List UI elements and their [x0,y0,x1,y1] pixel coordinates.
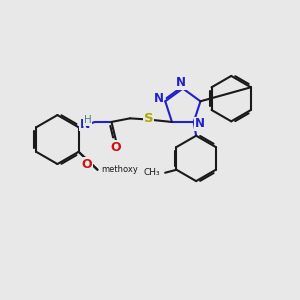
Text: N: N [176,76,186,89]
Text: O: O [82,158,92,171]
Text: methoxy: methoxy [102,169,108,170]
Text: N: N [154,92,164,105]
Text: methoxy: methoxy [101,165,138,174]
Text: O: O [82,158,92,171]
Text: S: S [144,112,154,125]
Text: N: N [195,117,205,130]
Text: O: O [111,140,121,154]
Text: CH₃: CH₃ [143,168,160,177]
Text: H: H [84,115,92,125]
Text: N: N [80,118,90,131]
